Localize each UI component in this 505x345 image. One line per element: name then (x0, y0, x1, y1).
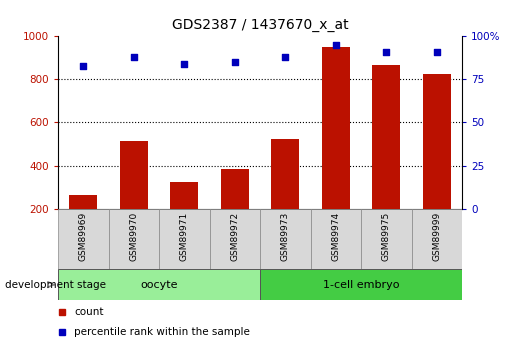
Text: oocyte: oocyte (140, 280, 178, 289)
Text: GSM89999: GSM89999 (432, 212, 441, 261)
Text: development stage: development stage (5, 280, 106, 289)
Bar (322, 47, 350, 252)
Text: percentile rank within the sample: percentile rank within the sample (74, 327, 250, 337)
Text: GSM89973: GSM89973 (281, 212, 290, 261)
Bar (412, 209, 462, 269)
Bar (272, 139, 299, 252)
Bar (70, 195, 97, 252)
Title: GDS2387 / 1437670_x_at: GDS2387 / 1437670_x_at (172, 18, 348, 32)
Point (180, 61, 188, 67)
Text: GSM89970: GSM89970 (129, 212, 138, 261)
Bar (109, 209, 159, 269)
Bar (260, 269, 462, 300)
Point (231, 59, 239, 65)
Bar (120, 141, 148, 252)
Point (382, 49, 390, 55)
Bar (58, 269, 260, 300)
Bar (311, 209, 361, 269)
Text: GSM89975: GSM89975 (382, 212, 391, 261)
Point (433, 49, 441, 55)
Bar (159, 209, 210, 269)
Bar (58, 209, 109, 269)
Bar (221, 169, 249, 252)
Text: count: count (74, 307, 104, 317)
Bar (373, 65, 400, 252)
Text: GSM89971: GSM89971 (180, 212, 189, 261)
Text: GSM89972: GSM89972 (230, 212, 239, 261)
Bar (423, 74, 451, 252)
Text: GSM89974: GSM89974 (331, 212, 340, 261)
Point (281, 54, 289, 60)
Point (79, 63, 87, 68)
Bar (171, 182, 198, 252)
Bar (210, 209, 260, 269)
Text: GSM89969: GSM89969 (79, 212, 88, 261)
Point (332, 42, 340, 48)
Point (130, 54, 138, 60)
Bar (361, 209, 412, 269)
Bar (260, 209, 311, 269)
Text: 1-cell embryo: 1-cell embryo (323, 280, 399, 289)
